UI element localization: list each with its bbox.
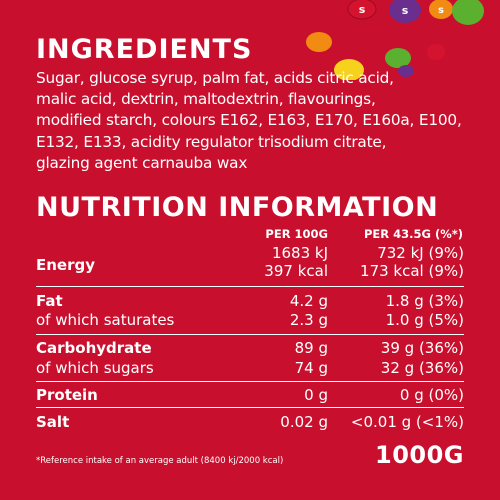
- candy-letter: s: [438, 5, 444, 16]
- value-per-serving: 1.0 g (5%): [385, 311, 464, 329]
- value-per-100g: 0 g: [304, 386, 328, 404]
- value-per-100g: 1683 kJ: [271, 244, 328, 262]
- value-per-100g: 2.3 g: [289, 311, 328, 329]
- candy-orange: [429, 0, 453, 19]
- reference-intake-footnote: *Reference intake of an average adult (8…: [36, 456, 284, 466]
- nutrient-label: of which saturates: [36, 311, 175, 329]
- value-per-serving: 0 g (0%): [399, 386, 464, 404]
- ingredients-line: modified starch, colours E162, E163, E17…: [36, 111, 462, 130]
- ingredients-line: malic acid, dextrin, maltodextrin, flavo…: [36, 90, 376, 109]
- candy-decoration: s s s: [306, 0, 484, 80]
- value-per-serving: 32 g (36%): [380, 359, 464, 377]
- candy-letter: s: [402, 4, 409, 17]
- ingredients-list: Sugar, glucose syrup, palm fat, acids ci…: [36, 68, 476, 174]
- ingredients-title: INGREDIENTS: [36, 34, 253, 65]
- value-per-serving: 732 kJ (9%): [377, 244, 464, 262]
- candy-orange: [306, 32, 332, 52]
- ingredients-line: glazing agent carnauba wax: [36, 153, 248, 172]
- table-divider: [36, 286, 464, 287]
- value-per-serving: 173 kcal (9%): [360, 262, 464, 280]
- nutrient-label: Salt: [36, 413, 70, 431]
- value-per-serving: 1.8 g (3%): [385, 292, 464, 310]
- candy-purple: [389, 0, 421, 23]
- column-header-per-serving: PER 43.5G (%*): [363, 227, 463, 241]
- value-per-100g: 74 g: [294, 359, 328, 377]
- candy-red: [347, 0, 377, 20]
- candy-purple: [398, 65, 414, 77]
- candy-yellow: [334, 59, 364, 80]
- table-divider: [36, 407, 464, 408]
- nutrient-label: Protein: [36, 386, 98, 404]
- value-per-serving: <0.01 g (<1%): [350, 413, 464, 431]
- value-per-100g: 89 g: [294, 339, 328, 357]
- net-weight: 1000G: [375, 441, 464, 469]
- candy-red: [427, 44, 445, 60]
- value-per-100g: 397 kcal: [264, 262, 328, 280]
- value-per-serving: 39 g (36%): [380, 339, 464, 357]
- value-per-100g: 4.2 g: [289, 292, 328, 310]
- ingredients-line: E132, E133, acidity regulator trisodium …: [36, 132, 387, 151]
- nutrition-title: NUTRITION INFORMATION: [36, 192, 439, 223]
- ingredients-line: Sugar, glucose syrup, palm fat, acids ci…: [36, 69, 394, 87]
- nutrient-label: of which sugars: [36, 359, 154, 377]
- candy-green: [385, 48, 411, 68]
- value-per-100g: 0.02 g: [280, 413, 328, 431]
- table-divider: [36, 381, 464, 382]
- candy-letter: s: [359, 3, 366, 16]
- table-divider: [36, 334, 464, 335]
- nutrient-label: Carbohydrate: [36, 339, 152, 357]
- nutrient-label: Energy: [36, 256, 96, 274]
- column-header-per-100g: PER 100G: [265, 227, 328, 241]
- nutrient-label: Fat: [36, 292, 63, 310]
- candy-green: [452, 0, 484, 25]
